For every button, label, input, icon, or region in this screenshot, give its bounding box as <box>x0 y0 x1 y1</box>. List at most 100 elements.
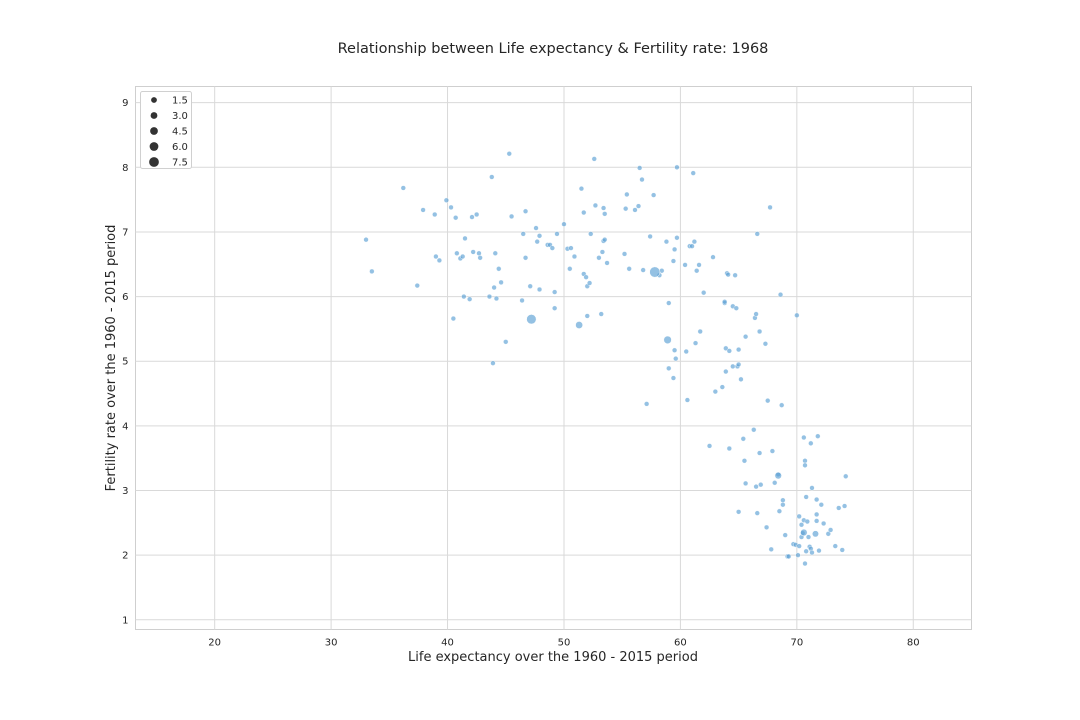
x-tick-label: 20 <box>208 638 221 649</box>
data-point <box>691 239 697 245</box>
data-point <box>683 348 689 355</box>
data-point <box>467 296 473 302</box>
data-point <box>522 208 529 214</box>
x-tick-label: 40 <box>441 638 454 649</box>
y-tick-label: 8 <box>122 163 128 174</box>
data-point <box>712 389 718 395</box>
data-point <box>684 397 690 403</box>
data-point <box>474 211 480 218</box>
data-point <box>552 289 558 295</box>
data-point <box>584 313 590 319</box>
data-point <box>723 368 729 375</box>
data-point <box>802 458 808 464</box>
x-tick-label: 60 <box>674 638 687 649</box>
grid-lines <box>135 86 972 630</box>
plot-background <box>135 86 972 630</box>
data-point <box>470 249 476 255</box>
data-point <box>751 427 757 433</box>
data-point <box>701 290 707 296</box>
data-point <box>592 202 599 209</box>
data-point <box>743 480 749 487</box>
data-point <box>754 231 760 237</box>
data-point <box>690 170 696 176</box>
data-point <box>740 436 746 442</box>
data-point <box>814 511 820 518</box>
x-tick-label: 50 <box>558 638 571 649</box>
legend-label: 3.0 <box>172 111 188 122</box>
data-point <box>506 151 512 157</box>
data-point <box>626 266 632 272</box>
data-point <box>814 518 820 524</box>
data-point <box>666 365 672 371</box>
data-point <box>639 176 645 183</box>
data-point <box>763 524 770 530</box>
data-point <box>673 356 679 362</box>
y-tick-label: 5 <box>122 357 128 368</box>
data-point <box>815 433 821 439</box>
y-tick-label: 7 <box>122 227 128 238</box>
data-point <box>736 346 742 353</box>
data-point <box>596 255 602 261</box>
y-tick-label: 2 <box>122 551 128 562</box>
data-point <box>674 235 680 241</box>
data-point <box>476 250 482 256</box>
data-point <box>743 334 749 340</box>
data-point <box>598 311 604 317</box>
y-tick-label: 9 <box>122 98 128 109</box>
data-point <box>719 384 725 390</box>
data-point <box>697 328 703 335</box>
data-point <box>780 502 786 508</box>
data-point <box>519 297 525 304</box>
data-point <box>450 315 456 322</box>
data-point <box>772 480 778 486</box>
legend-label: 4.5 <box>172 127 188 138</box>
data-point <box>647 233 653 240</box>
data-point <box>710 254 716 260</box>
data-point <box>802 560 808 567</box>
data-point <box>477 255 483 261</box>
data-point <box>828 527 834 533</box>
data-point-large <box>663 335 672 344</box>
data-point <box>768 546 774 552</box>
data-point <box>491 284 497 291</box>
data-point <box>460 253 466 260</box>
legend-marker <box>149 142 159 151</box>
data-point <box>651 192 657 198</box>
y-tick-label: 6 <box>122 292 128 303</box>
data-point <box>756 450 763 456</box>
data-point <box>670 258 677 264</box>
data-point <box>670 375 677 381</box>
data-point <box>814 496 820 503</box>
data-point <box>432 211 438 218</box>
data-point <box>666 300 672 306</box>
data-point <box>640 267 646 273</box>
data-point <box>843 473 849 479</box>
data-point <box>803 494 809 500</box>
legend-label: 1.5 <box>172 96 188 107</box>
data-point <box>694 268 700 274</box>
data-point <box>602 237 608 243</box>
data-point <box>738 376 744 382</box>
data-point <box>769 448 775 454</box>
data-point <box>369 268 375 274</box>
data-point <box>825 531 831 537</box>
legend-label: 7.5 <box>172 158 188 169</box>
data-point <box>758 482 764 488</box>
data-point <box>462 235 468 242</box>
data-point <box>753 484 759 490</box>
data-point <box>552 305 558 311</box>
y-axis-label: Fertility rate over the 1960 - 2015 peri… <box>104 225 119 492</box>
data-point <box>836 505 842 511</box>
data-point <box>436 257 442 263</box>
data-point <box>443 197 449 203</box>
chart-title: Relationship between Life expectancy & F… <box>338 41 769 57</box>
data-point <box>599 249 606 255</box>
data-point <box>489 174 495 180</box>
data-point <box>801 434 807 441</box>
data-point <box>637 165 643 171</box>
data-point <box>522 255 529 261</box>
data-point <box>682 262 688 268</box>
data-point <box>816 548 822 554</box>
data-point <box>448 204 454 210</box>
